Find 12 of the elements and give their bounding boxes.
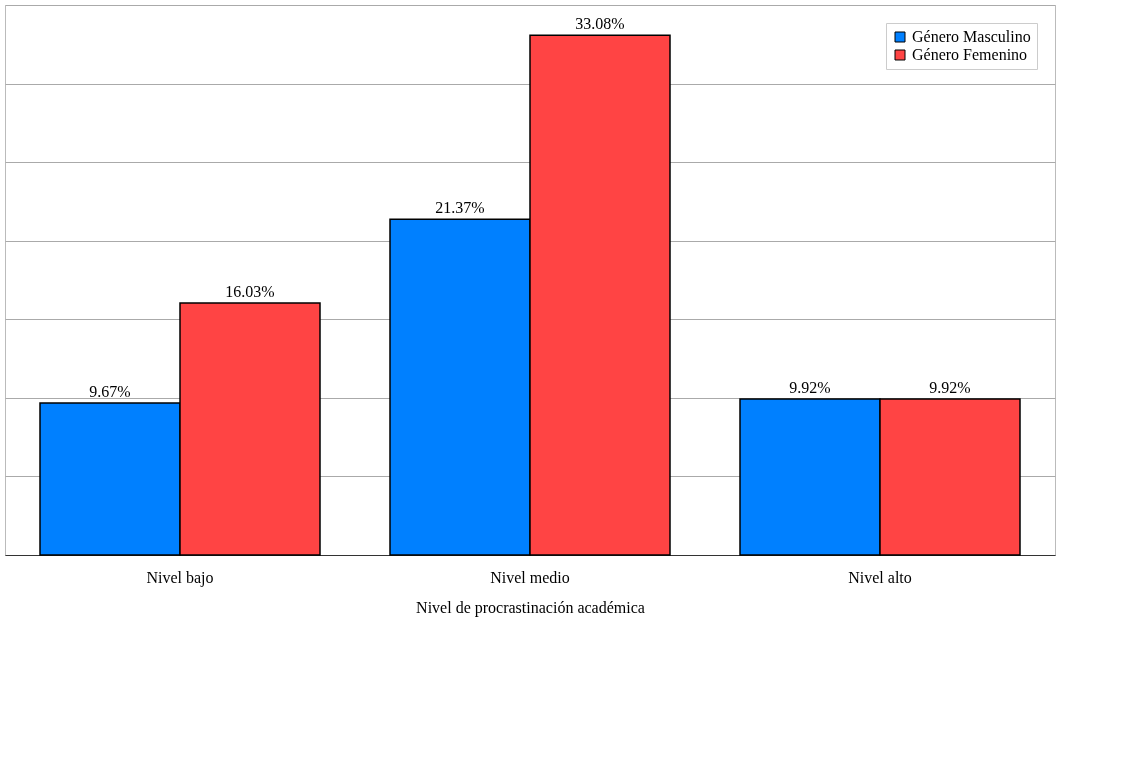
legend-label: Género Femenino <box>912 46 1028 63</box>
x-tick-label: Nivel alto <box>848 568 912 586</box>
data-label: 9.92% <box>789 379 831 397</box>
x-tick-label: Nivel bajo <box>146 568 214 587</box>
data-label: 9.92% <box>929 379 971 397</box>
data-label: 21.37% <box>435 199 485 217</box>
data-label: 33.08% <box>575 15 625 33</box>
x-tick-label: Nivel medio <box>490 568 570 586</box>
data-label: 9.67% <box>89 383 131 401</box>
x-axis-title: Nivel de procrastinación académica <box>416 598 645 617</box>
data-label: 16.03% <box>225 283 275 301</box>
legend-label: Género Masculino <box>912 28 1031 45</box>
